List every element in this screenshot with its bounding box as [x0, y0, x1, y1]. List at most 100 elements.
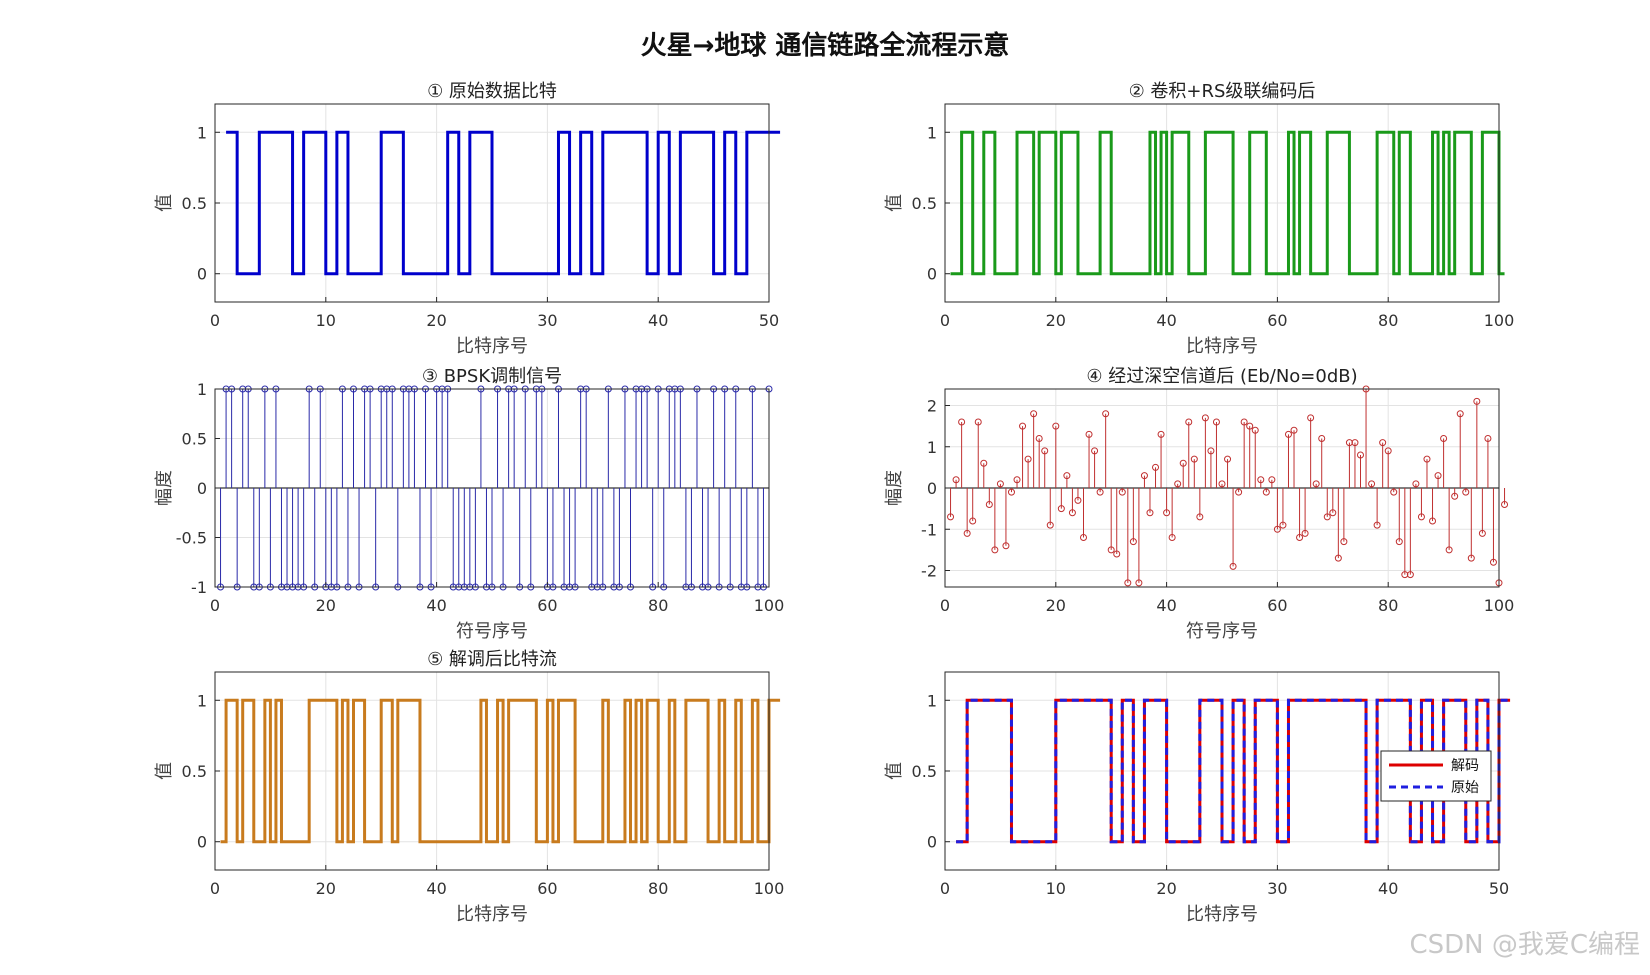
y-tick-label: -2 [921, 562, 937, 581]
y-tick-label: 1 [927, 691, 937, 710]
x-tick-label: 20 [1046, 596, 1066, 615]
stem-marker [1423, 455, 1431, 463]
stem-marker [1268, 476, 1276, 484]
stem-marker [980, 459, 988, 467]
y-axis-label: 值 [154, 194, 175, 212]
x-axis-label: 符号序号 [456, 621, 528, 642]
stem-marker [1340, 538, 1348, 546]
stem-marker [1190, 455, 1198, 463]
x-tick-label: 0 [210, 311, 220, 330]
stem-marker [963, 529, 971, 537]
x-tick-label: 40 [426, 879, 446, 898]
stem-marker [974, 418, 982, 426]
stem-marker [1246, 422, 1254, 430]
stem-marker [1240, 418, 1248, 426]
stem-marker [1478, 529, 1486, 537]
stem-marker [1052, 422, 1060, 430]
y-tick-label: 1 [197, 380, 207, 399]
y-axis-label: 幅度 [884, 470, 905, 506]
series-line-0 [226, 130, 781, 276]
subplot-title: ① 原始数据比特 [427, 81, 557, 102]
stem-marker [1080, 534, 1087, 541]
y-tick-label: 0 [197, 479, 207, 498]
stem-marker [1030, 410, 1038, 418]
subplot-title: ⑤ 解调后比特流 [427, 649, 557, 670]
stem-marker [1163, 509, 1171, 517]
x-tick-label: 60 [1267, 311, 1287, 330]
stem-marker [1091, 447, 1099, 455]
stem-marker [1406, 571, 1414, 579]
stem-marker [1179, 459, 1187, 467]
stem-marker [1113, 550, 1121, 558]
y-tick-label: 0.5 [912, 194, 937, 213]
stem-marker [1334, 554, 1342, 562]
x-tick-label: 30 [1267, 879, 1287, 898]
y-tick-label: 0 [927, 833, 937, 852]
stem-marker [1135, 579, 1143, 587]
x-tick-label: 0 [210, 879, 220, 898]
stem-marker [1251, 426, 1259, 434]
legend-label-0: 解码 [1451, 758, 1479, 774]
x-tick-label: 60 [537, 879, 557, 898]
stem-marker [996, 480, 1004, 488]
stem-marker [1390, 488, 1398, 496]
y-tick-label: 1 [197, 691, 207, 710]
stem-marker [1473, 397, 1481, 405]
x-tick-label: 40 [1156, 311, 1176, 330]
x-axis-label: 比特序号 [1186, 904, 1258, 925]
x-tick-label: 20 [1046, 311, 1066, 330]
y-axis-label: 值 [884, 194, 905, 212]
stem-marker [1035, 435, 1043, 442]
stem-marker [1107, 546, 1115, 554]
stem-marker [1257, 476, 1265, 484]
stem-marker [1284, 430, 1292, 438]
x-tick-label: 40 [1378, 879, 1398, 898]
y-tick-label: 0.5 [182, 430, 207, 449]
stem-marker [991, 546, 999, 554]
subplot-channel-output: 0 20 40 60 80 100 -2 -1 0 1 2 ④ 经过深空信道后 (Eb/No=0dB)… [884, 366, 1514, 642]
x-tick-label: 100 [754, 879, 785, 898]
stem-marker [1007, 488, 1015, 496]
y-tick-label: 1 [197, 123, 207, 142]
y-tick-label: 0 [927, 479, 937, 498]
stem-marker [1118, 488, 1126, 496]
series-line-0 [220, 698, 781, 844]
x-tick-label: 50 [1489, 879, 1509, 898]
stem-marker [1368, 480, 1376, 488]
x-tick-label: 0 [940, 596, 950, 615]
stem-marker [1467, 554, 1475, 562]
stem-marker [1379, 439, 1387, 447]
x-tick-label: 80 [1378, 596, 1398, 615]
stem-marker [1096, 488, 1104, 496]
y-tick-label: 2 [927, 397, 937, 416]
stem-marker [958, 418, 966, 426]
y-tick-label: 0 [197, 265, 207, 284]
stem-marker [1124, 579, 1132, 587]
x-tick-label: 40 [1156, 596, 1176, 615]
stem-marker [1185, 418, 1193, 426]
y-axis-label: 值 [154, 762, 175, 780]
stem-marker [1312, 480, 1320, 488]
legend-label-1: 原始 [1451, 780, 1479, 796]
stem-marker [1323, 513, 1331, 521]
stem-marker [1456, 410, 1464, 418]
stem-marker [1445, 546, 1453, 554]
stem-marker [1224, 455, 1232, 463]
x-tick-label: 100 [1484, 596, 1515, 615]
subplot-title: ③ BPSK调制信号 [422, 366, 562, 387]
stem-marker [1046, 521, 1054, 529]
x-tick-label: 10 [1046, 879, 1066, 898]
stem-marker [1484, 435, 1492, 442]
y-tick-label: -1 [921, 520, 937, 539]
stem-marker [969, 517, 977, 525]
x-tick-label: 40 [648, 311, 668, 330]
stem-marker [1273, 525, 1281, 533]
y-tick-label: -1 [191, 578, 207, 597]
stem-marker [1307, 414, 1315, 422]
stem-marker [1451, 492, 1459, 500]
stem-marker [1057, 505, 1065, 513]
